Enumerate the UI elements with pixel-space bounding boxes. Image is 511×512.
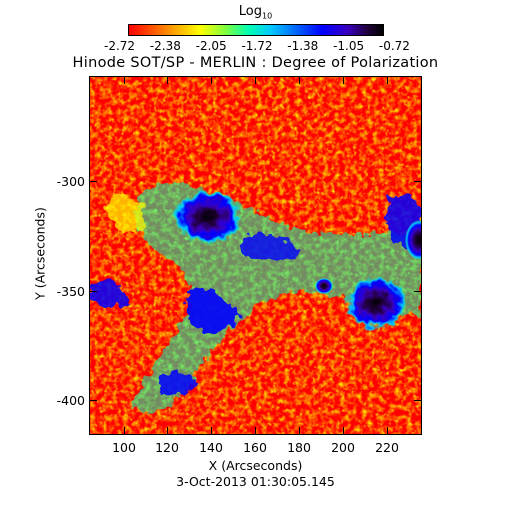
tick-mark: [387, 427, 388, 434]
y-axis-label: Y (Arcseconds): [32, 207, 48, 300]
tick-mark: [124, 427, 125, 434]
x-tick-label: 200: [331, 440, 355, 455]
tick-mark: [255, 427, 256, 434]
x-tick-label: 160: [243, 440, 267, 455]
sunspot-1: [174, 191, 242, 243]
colorbar-tick: -1.38: [287, 39, 319, 53]
x-axis: 100 120 140 160 180 200 220: [89, 440, 422, 456]
tick-mark: [90, 291, 97, 292]
tick-mark: [90, 400, 97, 401]
y-tick-label: -300: [56, 174, 85, 189]
tick-mark: [211, 427, 212, 434]
tick-mark: [343, 77, 344, 84]
colorbar-ticks: -2.72 -2.38 -2.05 -1.72 -1.38 -1.05 -0.7…: [104, 39, 410, 53]
tick-mark: [414, 400, 421, 401]
colorbar-tick: -1.72: [241, 39, 273, 53]
colorbar-tick: -2.38: [149, 39, 181, 53]
y-tick-label: -350: [56, 284, 85, 299]
plot-title: Hinode SOT/SP - MERLIN : Degree of Polar…: [72, 55, 439, 71]
network-yellow: [105, 194, 146, 232]
network-blue-1: [185, 288, 240, 334]
colorbar-tick: -2.72: [104, 39, 136, 53]
tick-mark: [414, 181, 421, 182]
colorbar-tick: -0.72: [378, 39, 410, 53]
network-blue-3: [90, 280, 130, 307]
tick-mark: [211, 77, 212, 84]
x-axis-label: X (Arcseconds): [208, 458, 303, 473]
colorbar-tick: -2.05: [195, 39, 227, 53]
polarization-map-image: [90, 77, 421, 434]
y-axis: -300 -350 -400: [0, 0, 85, 512]
y-tick-label: -400: [56, 393, 85, 408]
x-tick-label: 100: [112, 440, 136, 455]
observation-date: 3-Oct-2013 01:30:05.145: [176, 474, 335, 489]
sunspot-2: [346, 277, 406, 329]
colorbar-tick: -1.05: [333, 39, 365, 53]
tick-mark: [255, 77, 256, 84]
tick-mark: [124, 77, 125, 84]
tick-mark: [343, 427, 344, 434]
tick-mark: [299, 427, 300, 434]
tick-mark: [90, 181, 97, 182]
network-blue-2: [158, 371, 200, 396]
pore-2: [405, 220, 421, 260]
tick-mark: [167, 77, 168, 84]
colorbar-title: Log10: [238, 4, 273, 21]
network-blue-4: [240, 233, 305, 260]
tick-mark: [299, 77, 300, 84]
tick-mark: [414, 291, 421, 292]
tick-mark: [387, 77, 388, 84]
colorbar: [128, 24, 384, 36]
x-tick-label: 140: [199, 440, 223, 455]
tick-mark: [167, 427, 168, 434]
x-tick-label: 220: [375, 440, 399, 455]
x-tick-label: 120: [155, 440, 179, 455]
polarization-map: [89, 76, 422, 435]
x-tick-label: 180: [287, 440, 311, 455]
pore-1: [315, 278, 333, 294]
